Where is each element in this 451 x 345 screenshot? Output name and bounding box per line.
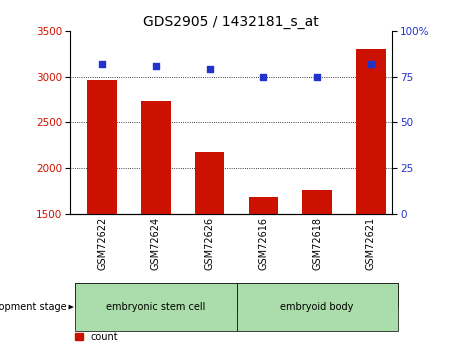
Bar [356,49,386,214]
Bar [141,100,170,214]
Point [367,61,374,67]
Point [152,63,160,69]
Bar [195,152,225,214]
Title: GDS2905 / 1432181_s_at: GDS2905 / 1432181_s_at [143,14,319,29]
Text: embryonic stem cell: embryonic stem cell [106,302,206,312]
Point [313,74,321,80]
Text: embryoid body: embryoid body [281,302,354,312]
Point [260,74,267,80]
Bar [87,80,117,214]
Bar [249,197,278,214]
Point [98,61,106,67]
Legend: count, percentile rank within the sample: count, percentile rank within the sample [75,332,255,345]
Text: development stage: development stage [0,302,66,312]
Bar [302,190,332,214]
Point [206,67,213,72]
